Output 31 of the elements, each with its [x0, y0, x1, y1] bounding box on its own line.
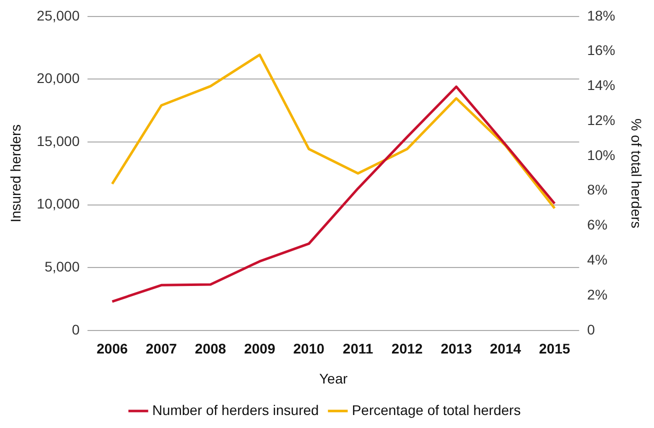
y2-tick-label: 12% [587, 112, 616, 128]
y-tick-label: 15,000 [36, 132, 80, 149]
y-tick-label: 0 [72, 321, 80, 338]
y-tick-label: 5,000 [44, 258, 80, 274]
x-tick-label: 2009 [244, 340, 276, 357]
x-tick-label: 2008 [194, 340, 226, 357]
y2-tick-label: 14% [587, 77, 616, 94]
legend-label: Percentage of total herders [352, 402, 521, 418]
y-tick-label: 20,000 [36, 70, 80, 86]
y2-tick-label: 8% [587, 182, 608, 198]
x-tick-label: 2010 [293, 340, 325, 357]
y2-tick-label: 4% [587, 251, 608, 268]
x-tick-label: 2006 [96, 340, 128, 357]
y-axis-title: Insured herders [7, 124, 24, 222]
y2-tick-label: 2% [587, 286, 608, 302]
y2-tick-label: 0 [587, 321, 596, 338]
y2-tick-label: 16% [587, 42, 616, 58]
x-axis-title: Year [319, 370, 348, 386]
y2-tick-label: 18% [587, 7, 616, 24]
y2-tick-label: 6% [587, 216, 608, 233]
x-tick-label: 2011 [342, 340, 374, 357]
x-tick-label: 2014 [490, 340, 522, 357]
x-tick-label: 2013 [440, 340, 472, 357]
y-tick-label: 10,000 [36, 196, 80, 212]
y2-axis-title: % of total herders [628, 118, 645, 228]
x-tick-label: 2015 [539, 340, 570, 357]
y2-tick-label: 10% [587, 146, 616, 163]
x-tick-label: 2007 [146, 340, 178, 357]
x-tick-label: 2012 [392, 340, 423, 357]
legend-label: Number of herders insured [152, 402, 319, 418]
y-tick-label: 25,000 [36, 7, 80, 24]
